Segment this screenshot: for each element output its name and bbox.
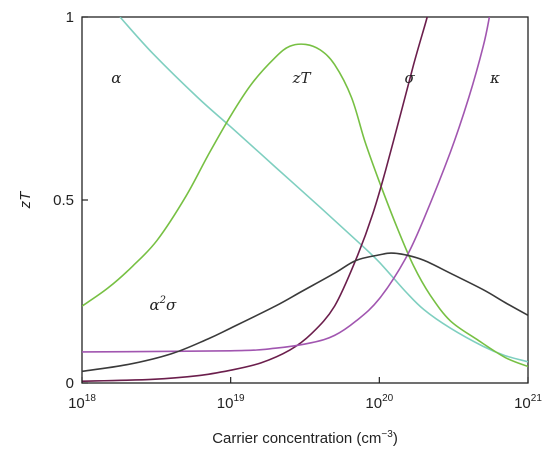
x-axis-title-close: ): [393, 430, 398, 447]
x-axis-title-exp: −3: [381, 429, 393, 440]
curve-label-4: α2σ: [150, 295, 178, 314]
x-tick-label-1: 1019: [217, 393, 245, 412]
x-axis-title: Carrier concentration (cm−3): [212, 429, 398, 447]
curve-label-0: α: [111, 69, 121, 87]
ticks-layer: 1018 1019 1020 1021 0 0.5 1: [53, 9, 542, 412]
series-line-3: [82, 17, 491, 353]
x-tick-label-2: 1020: [365, 393, 393, 412]
y-tick-label-0: 0: [66, 375, 74, 392]
y-tick-label-1: 0.5: [53, 192, 74, 209]
series-line-4: [82, 252, 528, 373]
y-tick-label-2: 1: [66, 9, 74, 26]
series-line-1: [82, 43, 528, 368]
series-line-2: [82, 17, 428, 382]
y-axis-title: zT: [17, 190, 34, 210]
curve-labels-layer: α zT σ κ α2σ: [111, 69, 500, 314]
x-tick-label-0: 1018: [68, 393, 96, 412]
curve-label-3: κ: [489, 69, 500, 87]
curve-label-1: zT: [292, 69, 312, 87]
curve-label-2: σ: [405, 69, 416, 87]
x-axis-title-main: Carrier concentration (cm: [212, 430, 381, 447]
series-line-0: [119, 17, 528, 363]
series-layer: [82, 17, 528, 382]
x-tick-label-3: 1021: [514, 393, 542, 412]
